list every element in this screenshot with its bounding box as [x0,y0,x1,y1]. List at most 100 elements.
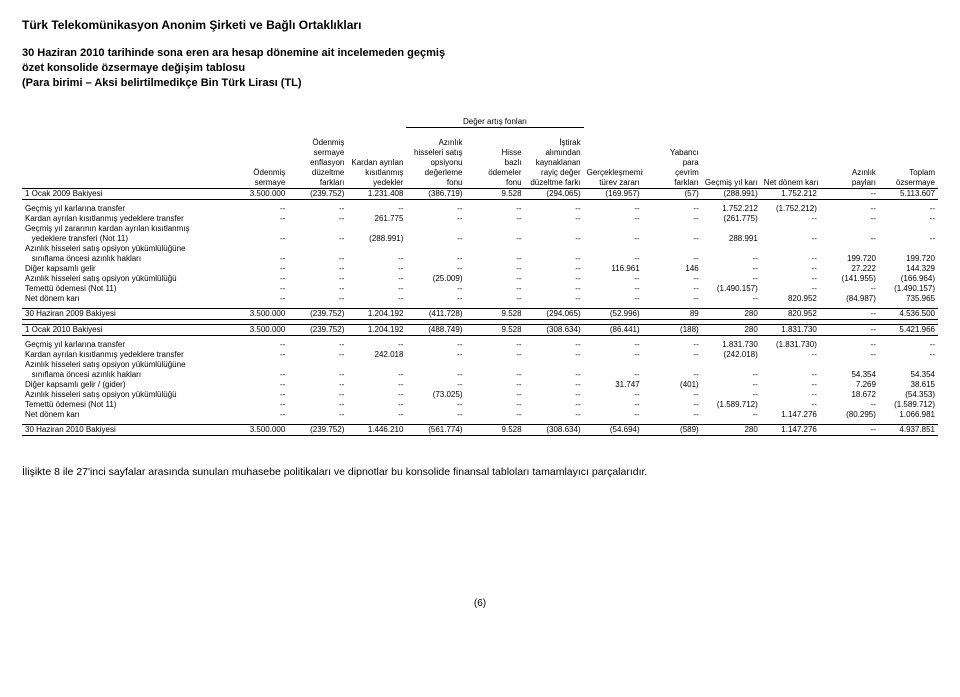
cell: 144.329 [879,264,938,274]
cell: -- [229,380,288,390]
cell: -- [761,264,820,274]
cell: -- [584,234,643,244]
cell: 199.720 [820,254,879,264]
table-row: Diğer kapsamlı gelir------------116.9611… [22,264,938,274]
cell: -- [643,294,702,304]
cell: -- [406,380,465,390]
cell: (1.752.212) [761,204,820,214]
cell: -- [465,214,524,224]
cell: -- [406,214,465,224]
cell: -- [702,294,761,304]
cell [879,360,938,370]
cell: (52.996) [584,308,643,319]
cell: (1.490.157) [702,284,761,294]
col-header: Gerçekleşmemiştürev zararı [584,127,643,188]
equity-change-table: Değer artış fonları ÖdenmişsermayeÖdenmi… [22,117,938,440]
cell: -- [584,274,643,284]
cell: -- [879,204,938,214]
cell: -- [643,390,702,400]
table-row: Net dönem karı------------------1.147.27… [22,410,938,420]
cell: -- [820,340,879,350]
cell: -- [584,204,643,214]
cell: (561.774) [406,424,465,435]
cell: -- [702,264,761,274]
cell: -- [465,234,524,244]
cell: -- [761,254,820,264]
cell: -- [584,254,643,264]
table-row: Temettü ödemesi (Not 11)----------------… [22,284,938,294]
subtitle-line-3: (Para birimi – Aksi belirtilmedikçe Bin … [22,77,302,89]
cell [288,224,347,234]
cell: (288.991) [347,234,406,244]
cell: (1.831.730) [761,340,820,350]
cell: (239.752) [288,424,347,435]
row-label: Geçmiş yıl zararının kardan ayrılan kısı… [22,224,229,234]
cell: -- [761,234,820,244]
cell [761,360,820,370]
cell: -- [761,390,820,400]
table-row: 30 Haziran 2010 Bakiyesi3.500.000(239.75… [22,424,938,435]
cell: (84.987) [820,294,879,304]
cell: -- [229,294,288,304]
cell: -- [465,340,524,350]
cell: 261.775 [347,214,406,224]
cell: -- [525,284,584,294]
cell: -- [525,204,584,214]
cell: (589) [643,424,702,435]
cell [584,360,643,370]
cell: -- [288,390,347,400]
cell: 1.066.981 [879,410,938,420]
cell: 89 [643,308,702,319]
cell [229,224,288,234]
cell: -- [465,410,524,420]
cell: -- [525,390,584,400]
cell: (308.634) [525,424,584,435]
table-row: Geçmiş yıl karlarına transfer-----------… [22,204,938,214]
cell: -- [702,380,761,390]
cell: 4.937.851 [879,424,938,435]
cell: -- [288,204,347,214]
col-header: Yabancıparaçevrimfarkları [643,127,702,188]
table-row: Azınlık hisseleri satış opsiyon yükümlül… [22,244,938,254]
cell: -- [347,400,406,410]
cell: (54.353) [879,390,938,400]
cell: 3.500.000 [229,308,288,319]
cell [820,244,879,254]
cell: (386.719) [406,188,465,199]
cell: 280 [702,324,761,335]
cell: -- [465,284,524,294]
cell: 199.720 [879,254,938,264]
cell: (25.009) [406,274,465,284]
table-row: Geçmiş yıl zararının kardan ayrılan kısı… [22,224,938,234]
cell: 1.204.192 [347,308,406,319]
cell: 31.747 [584,380,643,390]
cell: 1.752.212 [761,188,820,199]
row-label: Geçmiş yıl karlarına transfer [22,340,229,350]
table-row: Azınlık hisseleri satış opsiyon yükümlül… [22,274,938,284]
cell [761,244,820,254]
row-label: 1 Ocak 2010 Bakiyesi [22,324,229,335]
cell: (1.490.157) [879,284,938,294]
cell: -- [584,214,643,224]
table-row: yedeklere transferi (Not 11)----(288.991… [22,234,938,244]
cell: -- [584,410,643,420]
company-title: Türk Telekomünikasyon Anonim Şirketi ve … [22,18,938,32]
cell: -- [643,254,702,264]
cell: (1.589.712) [702,400,761,410]
cell [643,224,702,234]
cell: -- [288,294,347,304]
cell: -- [465,390,524,400]
cell: (80.295) [820,410,879,420]
cell: -- [229,350,288,360]
cell [820,360,879,370]
row-label: Net dönem karı [22,410,229,420]
cell: -- [643,284,702,294]
cell: 1.147.276 [761,410,820,420]
cell: -- [761,274,820,284]
cell: -- [347,284,406,294]
cell: -- [406,400,465,410]
cell: (1.589.712) [879,400,938,410]
cell: -- [288,370,347,380]
cell: -- [643,340,702,350]
cell: -- [465,350,524,360]
